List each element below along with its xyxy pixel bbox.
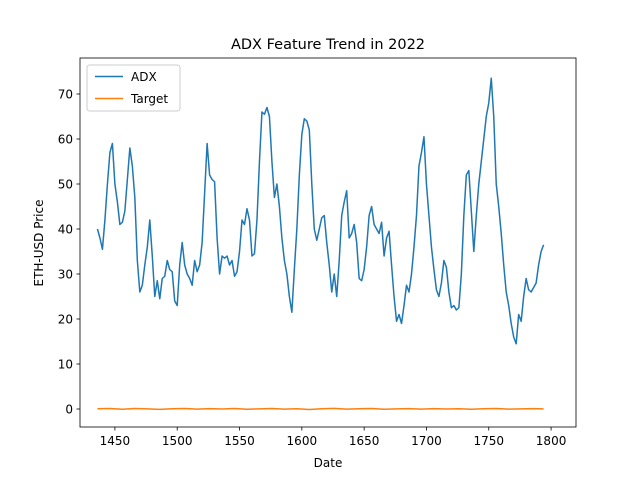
x-tick-label: 1700: [411, 434, 442, 448]
y-tick-label: 40: [58, 222, 73, 236]
legend-label-adx: ADX: [131, 70, 157, 84]
x-tick-label: 1750: [473, 434, 504, 448]
y-tick-label: 70: [58, 87, 73, 101]
series-line-target: [97, 407, 544, 411]
axes-frame: [79, 57, 577, 428]
y-axis-label: ETH-USD Price: [32, 200, 46, 287]
plot-area: 1450 1500 1550 1600 1650 1700 1750 1800 0 10 20 30 4…: [58, 57, 577, 448]
y-tick-label: 50: [58, 177, 73, 191]
x-tick-label: 1600: [287, 434, 318, 448]
y-tick-label: 10: [58, 357, 73, 371]
x-tick-label: 1800: [536, 434, 567, 448]
y-tick-label: 30: [58, 267, 73, 281]
x-axis-label: Date: [314, 456, 343, 470]
y-tick-label: 20: [58, 312, 73, 326]
y-tick-label: 60: [58, 132, 73, 146]
x-tick-label: 1650: [349, 434, 380, 448]
chart-title: ADX Feature Trend in 2022: [231, 37, 425, 53]
series-line-adx: [96, 77, 545, 345]
y-tick-label: 0: [65, 402, 73, 416]
legend-label-target: Target: [130, 92, 168, 106]
x-tick-label: 1500: [162, 434, 193, 448]
x-tick-label: 1550: [224, 434, 255, 448]
x-tick-label: 1450: [100, 434, 131, 448]
